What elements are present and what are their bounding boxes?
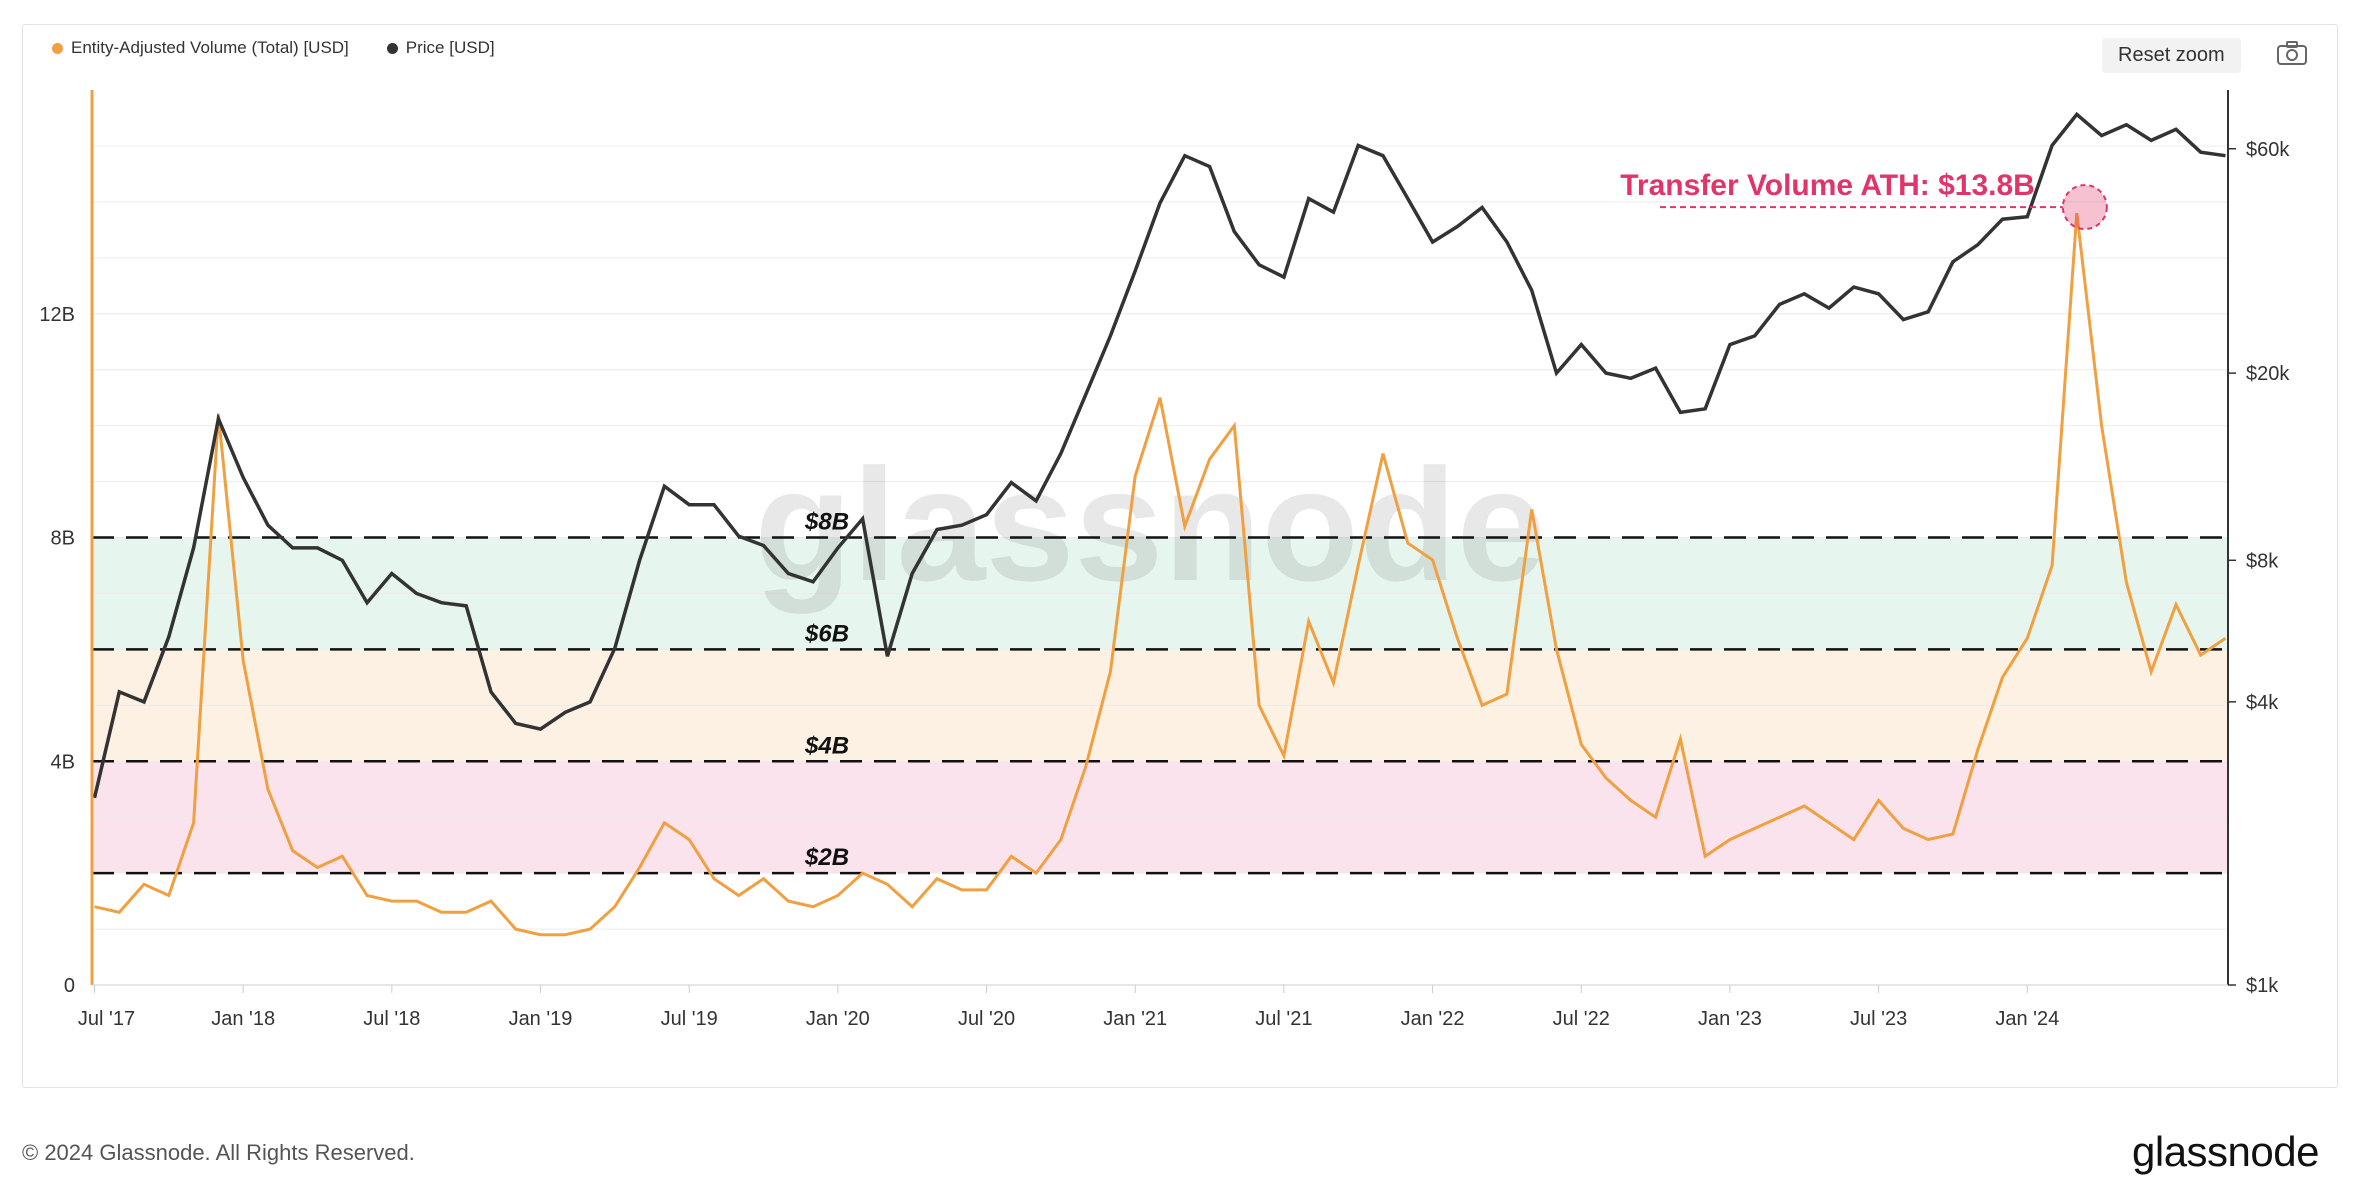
- footer-copyright: © 2024 Glassnode. All Rights Reserved.: [22, 1140, 415, 1165]
- legend-item-volume[interactable]: Entity-Adjusted Volume (Total) [USD]: [52, 38, 349, 58]
- threshold-levels: $8B $6B $4B $2B: [92, 509, 2228, 875]
- volume-line: [94, 212, 2227, 937]
- x-tick-label: Jul '21: [1255, 1008, 1312, 1030]
- x-tick-label: Jan '18: [211, 1008, 275, 1030]
- right-tick-label: $20k: [2246, 363, 2290, 385]
- x-tick-label: Jul '18: [363, 1008, 420, 1030]
- legend-dot-price: [386, 42, 398, 54]
- legend-label-price: Price [USD]: [405, 38, 495, 57]
- x-tick-label: Jul '22: [1553, 1008, 1610, 1030]
- level-label-2: $4B: [804, 732, 849, 759]
- level-label-0: $8B: [804, 509, 849, 536]
- right-tick-label: $1k: [2246, 975, 2279, 997]
- right-axis-ticks: $1k $4k $8k $20k $60k: [2228, 139, 2290, 997]
- x-tick-label: Jul '23: [1850, 1008, 1907, 1030]
- x-axis-ticks: Jul '17 Jan '18 Jul '18 Jan '19 Jul '19 Jan '…: [78, 985, 2059, 1030]
- right-tick-label: $60k: [2246, 139, 2290, 161]
- left-axis-ticks: 0 4B 8B 12B: [39, 304, 75, 997]
- chart-panel: [22, 24, 2338, 1088]
- left-tick-label: 8B: [51, 528, 75, 550]
- x-tick-label: Jan '20: [806, 1008, 870, 1030]
- left-tick-label: 4B: [51, 751, 75, 773]
- level-label-3: $2B: [804, 844, 849, 871]
- x-tick-label: Jan '22: [1401, 1008, 1465, 1030]
- right-tick-label: $8k: [2246, 550, 2279, 572]
- level-label-1: $6B: [804, 620, 849, 647]
- legend-item-price[interactable]: Price [USD]: [386, 38, 495, 58]
- watermark: glassnode: [754, 435, 1545, 614]
- x-tick-label: Jul '20: [958, 1008, 1015, 1030]
- footer-logo: glassnode: [2132, 1128, 2319, 1175]
- left-tick-label: 0: [64, 975, 75, 997]
- ath-annotation: Transfer Volume ATH: $13.8B: [1620, 169, 2108, 231]
- x-tick-label: Jan '23: [1698, 1008, 1762, 1030]
- x-tick-label: Jan '24: [1995, 1008, 2059, 1030]
- legend: Entity-Adjusted Volume (Total) [USD] Pri…: [52, 38, 495, 58]
- ath-marker: [2061, 184, 2108, 231]
- reset-zoom-button[interactable]: Reset zoom: [2102, 38, 2241, 73]
- ath-label: Transfer Volume ATH: $13.8B: [1620, 169, 2035, 202]
- x-tick-label: Jan '21: [1103, 1008, 1167, 1030]
- x-tick-label: Jul '17: [78, 1008, 135, 1030]
- x-tick-label: Jan '19: [509, 1008, 573, 1030]
- right-tick-label: $4k: [2246, 692, 2279, 714]
- left-tick-label: 12B: [39, 304, 75, 326]
- x-tick-label: Jul '19: [661, 1008, 718, 1030]
- price-line: [92, 111, 2226, 799]
- axes: [90, 90, 2229, 986]
- legend-dot-volume: [52, 42, 63, 54]
- legend-label-volume: Entity-Adjusted Volume (Total) [USD]: [71, 38, 349, 57]
- camera-icon[interactable]: [2276, 40, 2308, 66]
